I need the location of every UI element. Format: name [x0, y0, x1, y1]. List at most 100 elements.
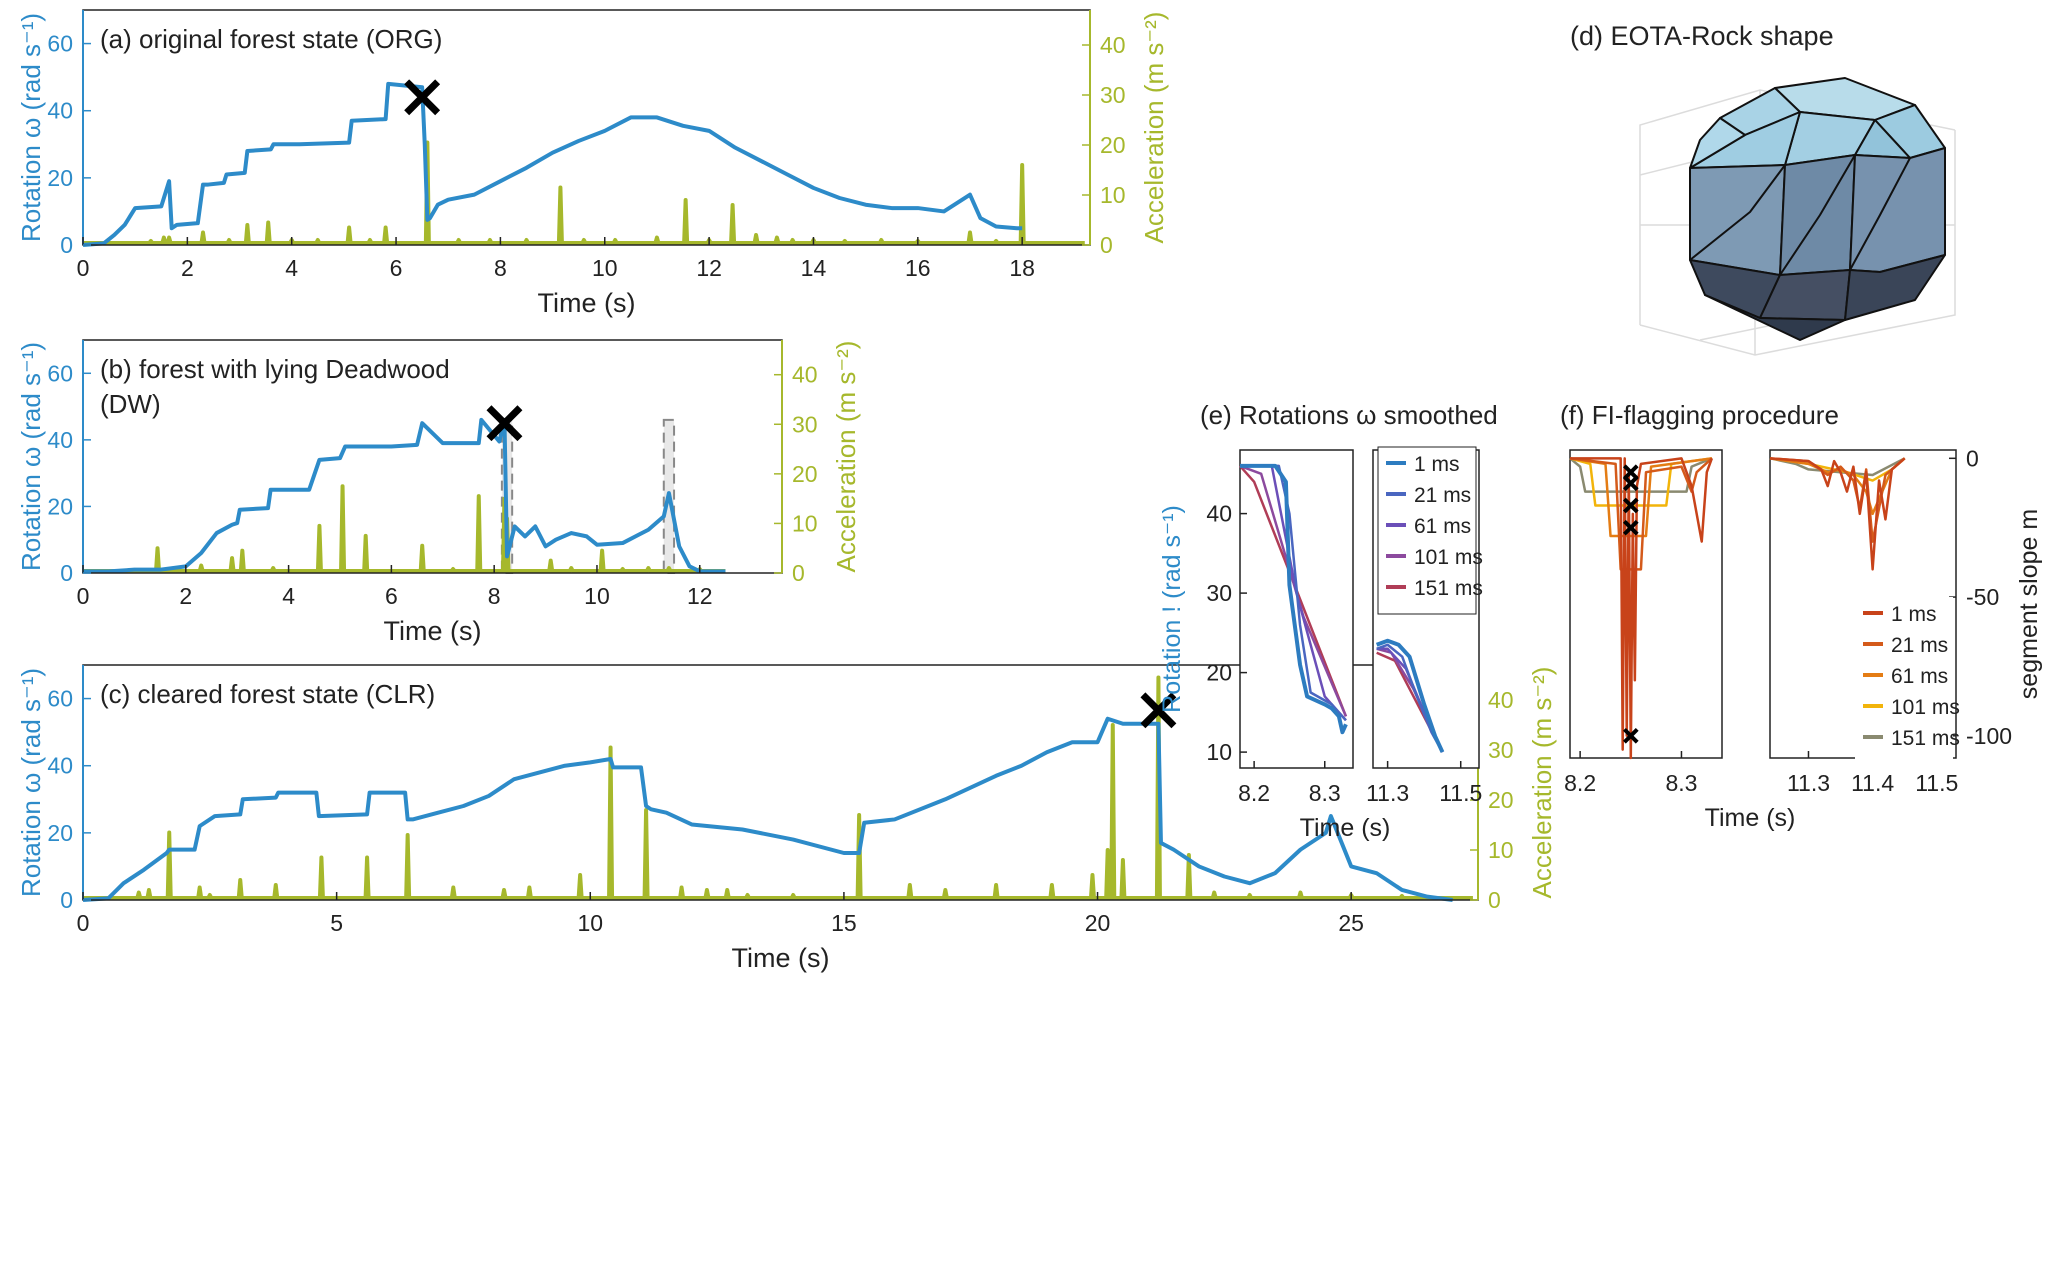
acceleration-series: [83, 484, 726, 574]
x-tick-label: 14: [801, 255, 827, 281]
panel-title: (a) original forest state (ORG): [100, 24, 442, 54]
x-tick-label: 4: [282, 583, 295, 609]
y-left-tick-label: 0: [60, 560, 73, 586]
x-tick-label: 10: [592, 255, 618, 281]
panel-e: (e) Rotations ω smoothed 8.2 8.3 11.3 11.5 10…: [1158, 400, 1498, 842]
y-left-tick-label: 60: [47, 31, 73, 57]
plot-frame: [1239, 449, 1354, 769]
panel-d-title: (d) EOTA-Rock shape: [1570, 21, 1834, 51]
y-right-tick-label: 40: [1488, 687, 1514, 713]
y-right-tick-label: 40: [1100, 32, 1126, 58]
rock-polyhedron: [1689, 77, 1946, 341]
y-right-tick-label: 20: [1488, 787, 1514, 813]
plot-frame: [1569, 449, 1723, 759]
legend-label: 21 ms: [1891, 634, 1948, 657]
acceleration-series: [83, 675, 1473, 900]
x-tick-label: 0: [77, 910, 90, 936]
y-right-tick-label: 0: [1488, 887, 1501, 913]
x-tick-label: 2: [179, 583, 192, 609]
x-tick-label: 0: [77, 255, 90, 281]
rotation-series: [82, 81, 1023, 247]
series-1ms: [1570, 457, 1714, 760]
y-left-tick-label: 20: [47, 493, 73, 519]
x-tick-label: 15: [831, 910, 857, 936]
y-right-tick-label: 10: [1100, 182, 1126, 208]
panel-title: (c) cleared forest state (CLR): [100, 679, 435, 709]
y-left-tick-label: 40: [47, 753, 73, 779]
y-left-axis-label: Rotation ω (rad s⁻¹): [16, 668, 46, 897]
x-tick-label: 11.3: [1787, 770, 1830, 796]
y-tick-label: 40: [1206, 501, 1232, 527]
y-tick-label: -100: [1966, 723, 2012, 749]
flag-marker: [1622, 475, 1639, 492]
legend-label: 1 ms: [1414, 453, 1460, 476]
y-right-axis-label: Acceleration (m s⁻²): [831, 341, 861, 573]
x-tick-label: 20: [1085, 910, 1111, 936]
y-right-tick-label: 30: [1488, 737, 1514, 763]
rotation-series: [83, 417, 726, 574]
y-right-tick-label: 10: [792, 510, 818, 536]
x-tick-label: 18: [1009, 255, 1035, 281]
legend-label: 101 ms: [1891, 696, 1960, 719]
x-tick-label: 11.5: [1439, 780, 1482, 806]
y-left-tick-label: 20: [47, 165, 73, 191]
x-tick-label: 12: [687, 583, 713, 609]
impact-marker: [1140, 692, 1177, 729]
panel-title: (f) FI-flagging procedure: [1560, 400, 1839, 430]
x-tick-label: 16: [905, 255, 931, 281]
x-tick-label: 2: [181, 255, 194, 281]
x-tick-label: 11.4: [1851, 770, 1894, 796]
series-21ms: [1240, 464, 1347, 722]
y-right-axis-label: Acceleration (m s⁻²): [1527, 667, 1557, 899]
legend-label: 1 ms: [1891, 603, 1937, 626]
series-101ms: [1239, 464, 1348, 717]
x-tick-label: 11.5: [1915, 770, 1958, 796]
rotation-series: [82, 716, 1453, 902]
x-tick-label: 4: [285, 255, 298, 281]
panel-b: 0 2 4 6 8 10 12 0 20 40 60 0 10 20 30 40 Time (s) Rotatio…: [16, 339, 861, 646]
x-axis-label: Time (s): [1705, 804, 1796, 832]
y-axis-label: segment slope m: [2015, 509, 2043, 699]
y-axis-label: Rotation ! (rad s⁻¹): [1158, 505, 1186, 713]
panel-title: (b) forest with lying Deadwood: [100, 354, 450, 384]
flag-marker: [1622, 727, 1639, 744]
x-tick-label: 8.2: [1238, 780, 1270, 806]
y-tick-label: 10: [1206, 739, 1232, 765]
y-left-tick-label: 60: [47, 686, 73, 712]
x-tick-label: 10: [584, 583, 610, 609]
y-right-tick-label: 20: [1100, 132, 1126, 158]
y-right-tick-label: 40: [792, 362, 818, 388]
y-left-tick-label: 40: [47, 98, 73, 124]
y-right-tick-label: 0: [1100, 232, 1113, 258]
panel-c: 0 5 10 15 20 25 0 20 40 60 0 10 20 30 40 Time (s) Rotati…: [16, 664, 1557, 973]
legend-label: 101 ms: [1414, 546, 1483, 569]
flag-marker: [1622, 464, 1639, 481]
y-left-tick-label: 40: [47, 427, 73, 453]
panel-f: (f) FI-flagging procedure 8.2 8.3 11.3 11.4 1…: [1560, 400, 2043, 832]
x-axis-label: Time (s): [1300, 814, 1391, 842]
x-tick-label: 0: [77, 583, 90, 609]
series-1ms: [1769, 457, 1906, 571]
panel-a: 0 2 4 6 8 10 12 14 16 18 0 20 40 60 0 10 20 30 40 Time (s) R…: [16, 9, 1169, 318]
legend-label: 21 ms: [1414, 484, 1471, 507]
x-tick-label: 8: [488, 583, 501, 609]
y-tick-label: 30: [1206, 580, 1232, 606]
subpanel: 8.2 8.3: [1238, 449, 1354, 806]
legend-label: 61 ms: [1891, 665, 1948, 688]
x-tick-label: 25: [1338, 910, 1364, 936]
y-tick-label: 20: [1206, 660, 1232, 686]
y-tick-label: -50: [1966, 584, 1999, 610]
impact-marker: [486, 405, 523, 442]
x-tick-label: 12: [696, 255, 722, 281]
x-axis-label: Time (s): [538, 288, 636, 318]
legend: 1 ms 21 ms 61 ms 101 ms 151 ms: [1377, 446, 1483, 615]
flag-marker: [1622, 497, 1639, 514]
y-right-axis-label: Acceleration (m s⁻²): [1139, 12, 1169, 244]
y-left-axis-label: Rotation ω (rad s⁻¹): [16, 13, 46, 242]
legend-label: 151 ms: [1414, 577, 1483, 600]
panel-title: (e) Rotations ω smoothed: [1200, 400, 1498, 430]
subpanel: 8.2 8.3: [1564, 449, 1723, 796]
y-right-tick-label: 30: [1100, 82, 1126, 108]
x-tick-label: 6: [390, 255, 403, 281]
